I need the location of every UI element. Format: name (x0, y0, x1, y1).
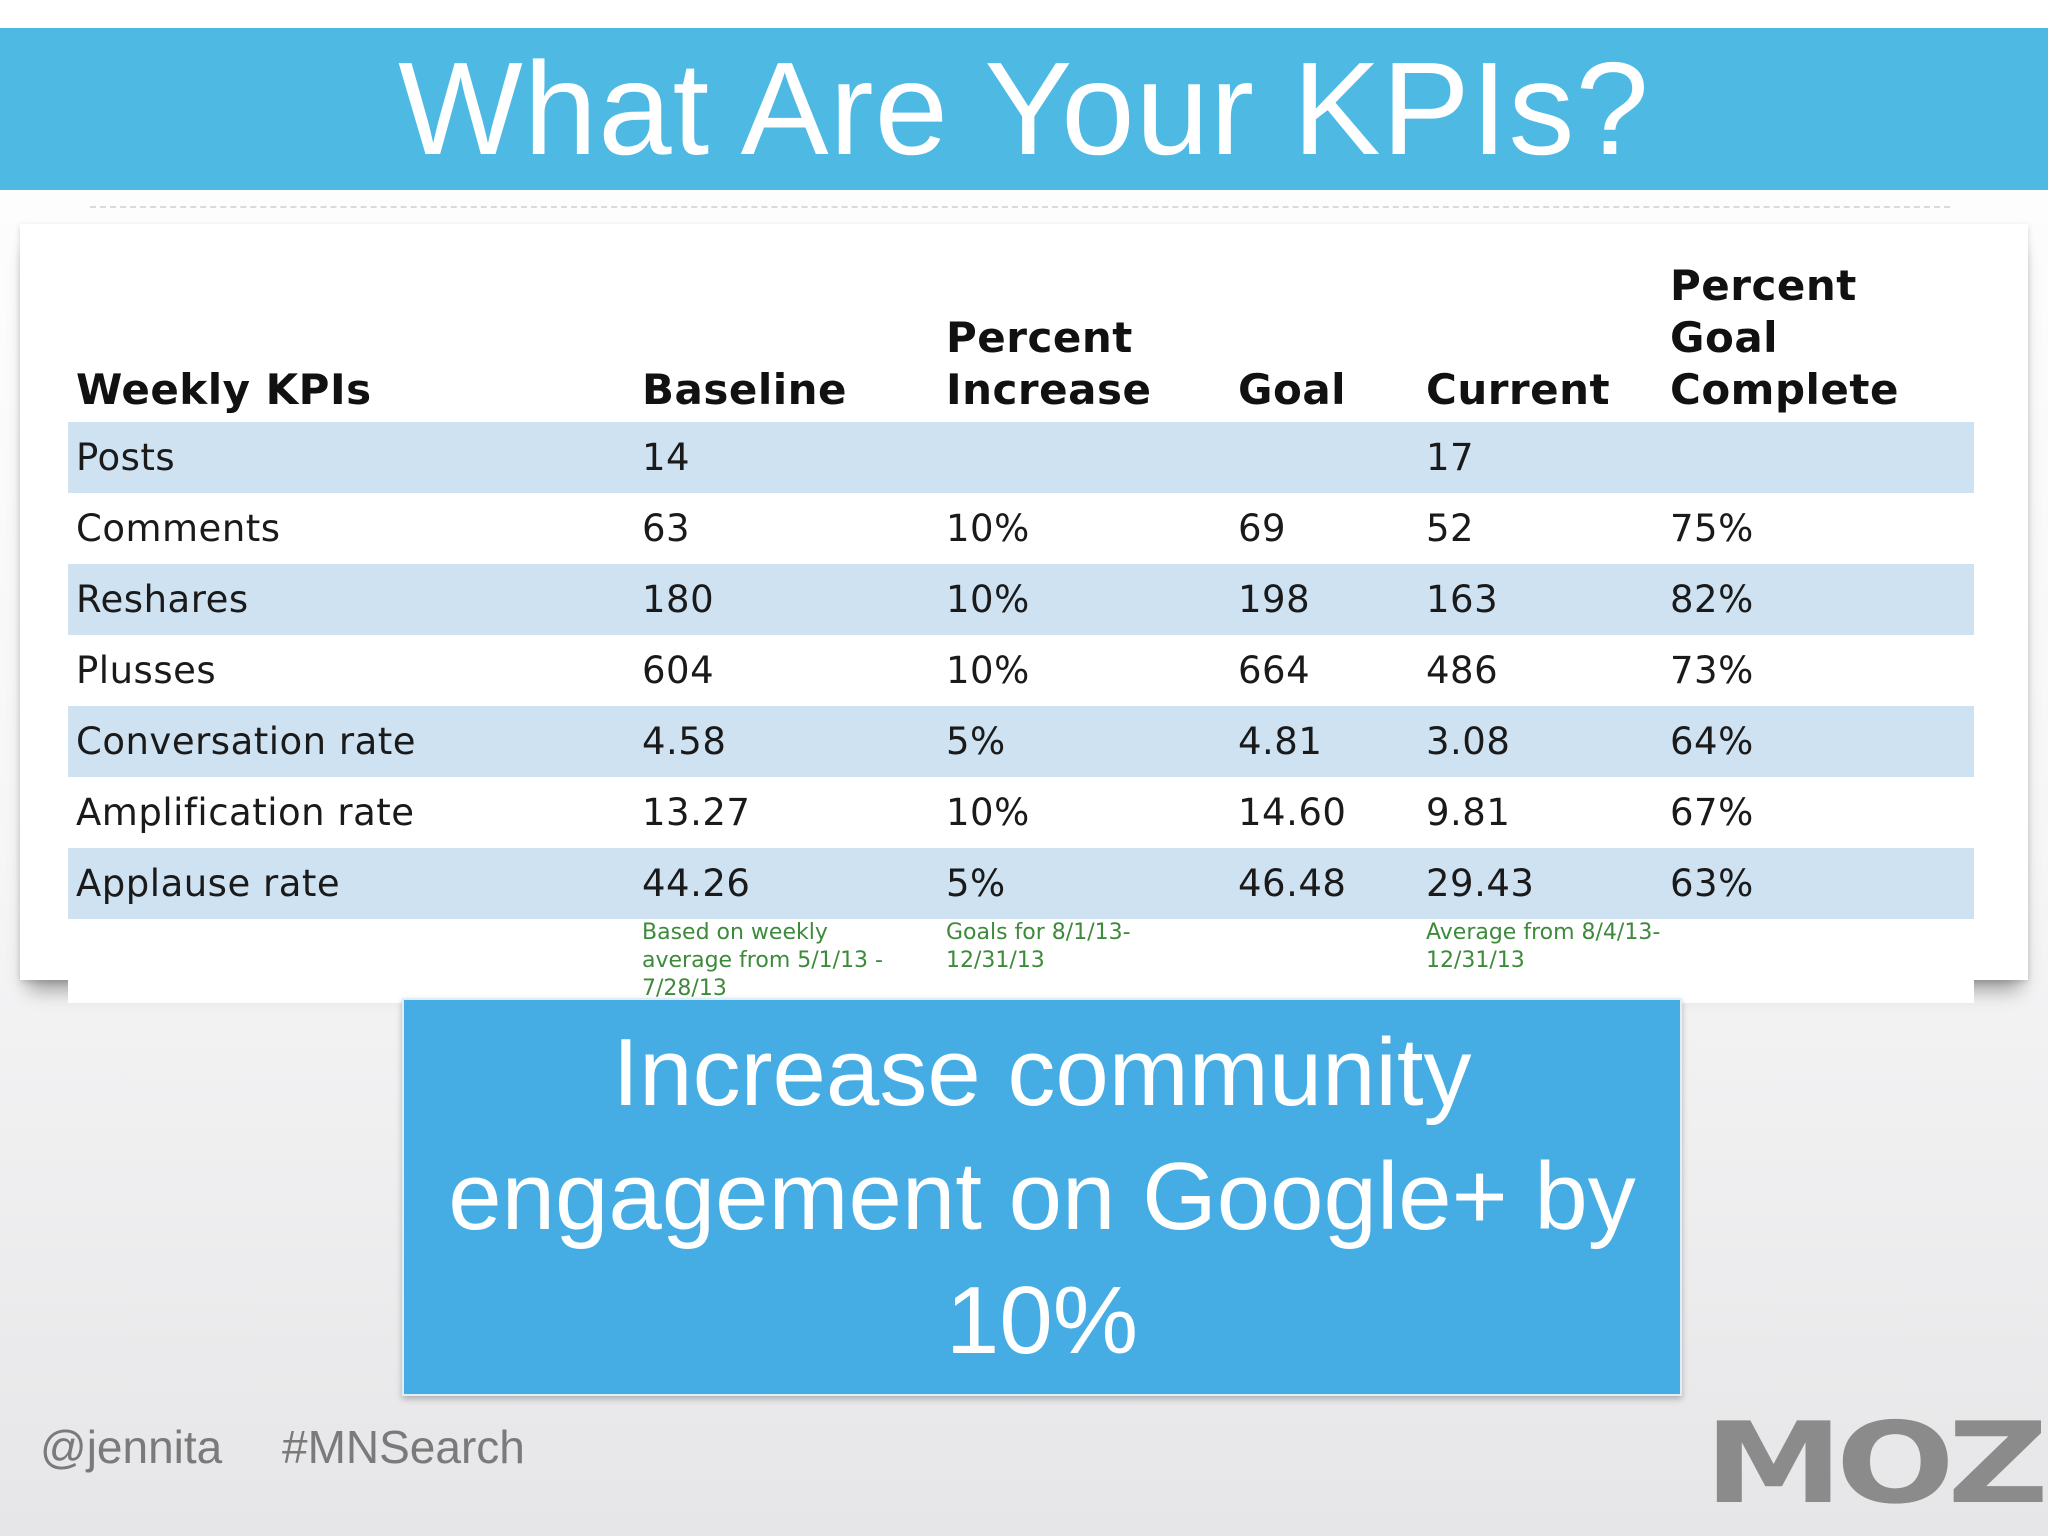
goal-value: 4.81 (1230, 706, 1418, 777)
percent-increase-value: 10% (946, 649, 1030, 692)
baseline-note-cell: Based on weekly average from 5/1/13 - 7/… (634, 919, 938, 1003)
goal-value: 664 (1238, 649, 1311, 692)
table-row: Posts 14 17 (68, 422, 1974, 493)
current-value: 163 (1418, 564, 1662, 635)
kpi-name: Posts (68, 422, 634, 493)
table-row: Reshares 180 10% 198 163 82% (68, 564, 1974, 635)
baseline-value: 180 (634, 564, 938, 635)
table-row: Plusses 604 10% 664 486 73% (68, 635, 1974, 706)
current-value: 486 (1426, 649, 1499, 692)
baseline-value: 4.58 (634, 706, 938, 777)
table-row: Conversation rate 4.58 5% 4.81 3.08 64% (68, 706, 1974, 777)
goal-value: 198 (1230, 564, 1418, 635)
divider (90, 206, 1950, 208)
percent-complete-value: 67% (1670, 791, 1754, 834)
header-percent-increase: Percent Increase (946, 313, 1152, 414)
current-value: 17 (1418, 422, 1662, 493)
moz-logo: MOZ (1704, 1399, 2048, 1529)
goal-statement: Increase community engagement on Google+… (448, 1019, 1636, 1374)
percent-complete-value (1662, 422, 1974, 493)
percent-complete-value: 63% (1662, 848, 1974, 919)
twitter-handle: @jennita (40, 1421, 223, 1473)
goal-value: 14.60 (1238, 791, 1347, 834)
current-value: 9.81 (1426, 791, 1511, 834)
header-percent-goal-complete: Percent Goal Complete (1670, 261, 1899, 414)
kpi-table: Weekly KPIs Baseline Percent Increase Go… (68, 260, 1974, 1003)
goal-value: 69 (1238, 507, 1287, 550)
percent-complete-value: 64% (1662, 706, 1974, 777)
percent-complete-value: 73% (1670, 649, 1754, 692)
kpi-table-card: Weekly KPIs Baseline Percent Increase Go… (20, 224, 2028, 1003)
percent-increase-value: 5% (938, 848, 1230, 919)
percent-increase-value: 10% (946, 507, 1030, 550)
table-row: Applause rate 44.26 5% 46.48 29.43 63% (68, 848, 1974, 919)
baseline-value: 604 (642, 649, 715, 692)
header-baseline: Baseline (642, 365, 848, 414)
baseline-value: 44.26 (634, 848, 938, 919)
header-current: Current (1426, 365, 1611, 414)
table-row: Amplification rate 13.27 10% 14.60 9.81 … (68, 777, 1974, 848)
percent-increase-note-cell: Goals for 8/1/13-12/31/13 (938, 919, 1230, 1003)
event-hashtag: #MNSearch (282, 1421, 525, 1473)
percent-increase-value: 10% (946, 791, 1030, 834)
notes-spacer (68, 919, 634, 1003)
header-goal: Goal (1238, 365, 1347, 414)
kpi-name: Plusses (76, 649, 217, 692)
baseline-value: 13.27 (642, 791, 751, 834)
baseline-note: Based on weekly average from 5/1/13 - 7/… (642, 920, 883, 1001)
percent-increase-value (938, 422, 1230, 493)
percent-complete-value: 75% (1670, 507, 1754, 550)
baseline-value: 63 (642, 507, 691, 550)
goal-value (1230, 422, 1418, 493)
current-value: 29.43 (1418, 848, 1662, 919)
header-weekly-kpis: Weekly KPIs (76, 365, 372, 414)
kpi-name: Reshares (68, 564, 634, 635)
notes-spacer (1662, 919, 1974, 1003)
current-note-cell: Average from 8/4/13-12/31/13 (1418, 919, 1662, 1003)
percent-complete-value: 82% (1662, 564, 1974, 635)
goal-value: 46.48 (1230, 848, 1418, 919)
title-banner: What Are Your KPIs? (0, 28, 2048, 190)
current-value: 52 (1426, 507, 1475, 550)
table-notes-row: Based on weekly average from 5/1/13 - 7/… (68, 919, 1974, 1003)
kpi-name: Amplification rate (76, 791, 415, 834)
current-value: 3.08 (1418, 706, 1662, 777)
table-header-row: Weekly KPIs Baseline Percent Increase Go… (68, 260, 1974, 422)
table-row: Comments 63 10% 69 52 75% (68, 493, 1974, 564)
kpi-name: Conversation rate (68, 706, 634, 777)
percent-increase-note: Goals for 8/1/13-12/31/13 (946, 920, 1131, 973)
kpi-name: Comments (76, 507, 281, 550)
current-note: Average from 8/4/13-12/31/13 (1426, 920, 1661, 973)
kpi-name: Applause rate (68, 848, 634, 919)
slide-title: What Are Your KPIs? (398, 35, 1650, 182)
goal-statement-box: Increase community engagement on Google+… (402, 998, 1682, 1396)
percent-increase-value: 10% (938, 564, 1230, 635)
baseline-value: 14 (634, 422, 938, 493)
notes-spacer (1230, 919, 1418, 1003)
percent-increase-value: 5% (938, 706, 1230, 777)
